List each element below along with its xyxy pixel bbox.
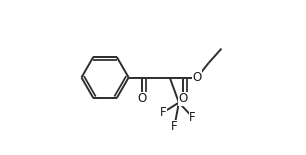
Text: O: O — [138, 92, 147, 105]
Text: F: F — [189, 111, 196, 124]
Text: F: F — [160, 106, 166, 119]
Text: O: O — [179, 92, 188, 105]
Text: O: O — [192, 71, 202, 84]
Text: F: F — [171, 120, 177, 133]
